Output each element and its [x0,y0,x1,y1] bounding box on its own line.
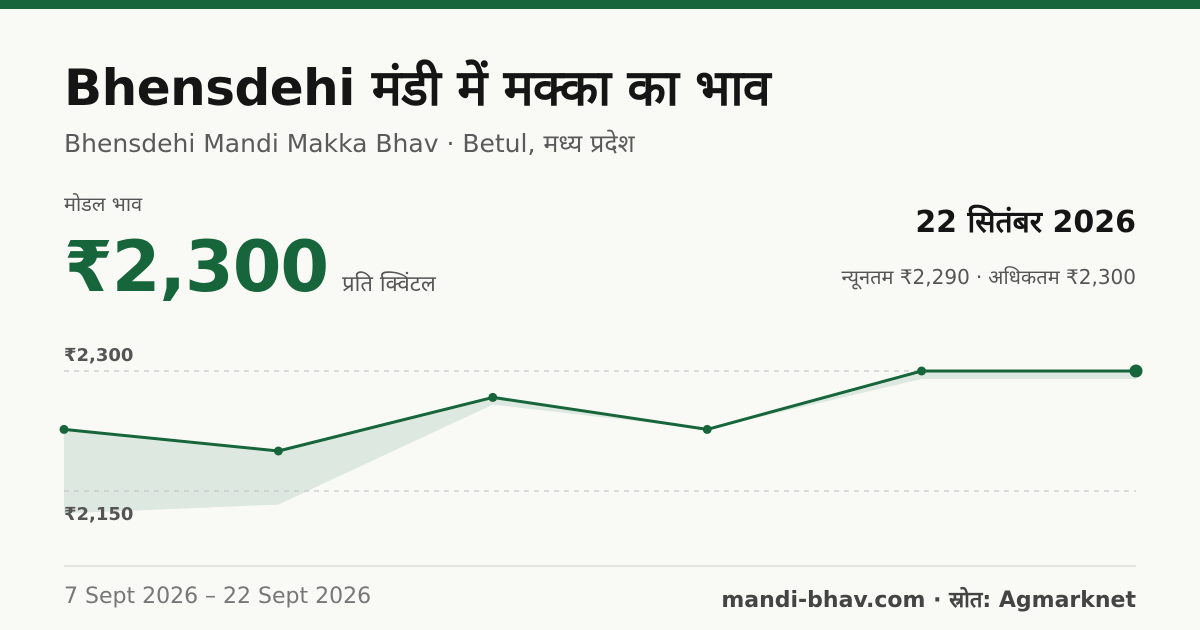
price-point [488,392,498,402]
max-price: अधिकतम ₹2,300 [988,265,1136,289]
gridline-label: ₹2,150 [64,504,133,525]
page-title: Bhensdehi मंडी में मक्का का भाव [64,59,771,117]
source-credit: mandi-bhav.com · स्रोत: Agmarknet [721,588,1136,613]
price-point [273,446,283,456]
page-subtitle: Bhensdehi Mandi Makka Bhav · Betul, मध्य… [64,129,635,158]
model-price: ₹2,300 प्रति क्विंटल [64,226,436,308]
price-unit: प्रति क्विंटल [342,272,436,297]
price-range-band [64,371,1136,514]
latest-price-point [1129,364,1143,378]
price-date: 22 सितंबर 2026 [915,205,1136,240]
range-separator: · [975,265,983,289]
price-point [917,366,927,376]
min-price: न्यूनतम ₹2,290 [841,265,970,289]
price-line [63,369,1136,453]
price-point [702,424,712,434]
price-range: न्यूनतम ₹2,290 · अधिकतम ₹2,300 [842,263,1137,290]
price-point [59,424,69,434]
model-price-label: मोडल भाव [64,192,143,216]
chart-baseline [64,565,1136,567]
model-price-value: ₹2,300 [64,226,329,308]
top-accent-bar [0,0,1200,9]
date-range: 7 Sept 2026 – 22 Sept 2026 [64,584,372,609]
gridline-label: ₹2,300 [64,345,133,366]
